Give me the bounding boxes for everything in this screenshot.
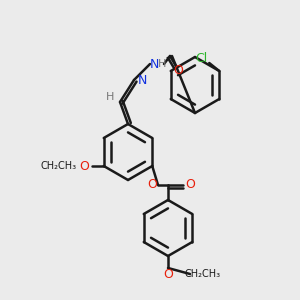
Text: N: N: [149, 58, 159, 70]
Text: O: O: [173, 64, 183, 76]
Text: CH₂CH₃: CH₂CH₃: [185, 269, 221, 279]
Text: Cl: Cl: [195, 52, 207, 65]
Text: H: H: [158, 59, 166, 69]
Text: O: O: [185, 178, 195, 191]
Text: O: O: [163, 268, 173, 281]
Text: N: N: [137, 74, 147, 86]
Text: CH₂CH₃: CH₂CH₃: [41, 161, 77, 171]
Text: H: H: [106, 92, 114, 102]
Text: O: O: [147, 178, 157, 191]
Text: O: O: [79, 160, 89, 172]
